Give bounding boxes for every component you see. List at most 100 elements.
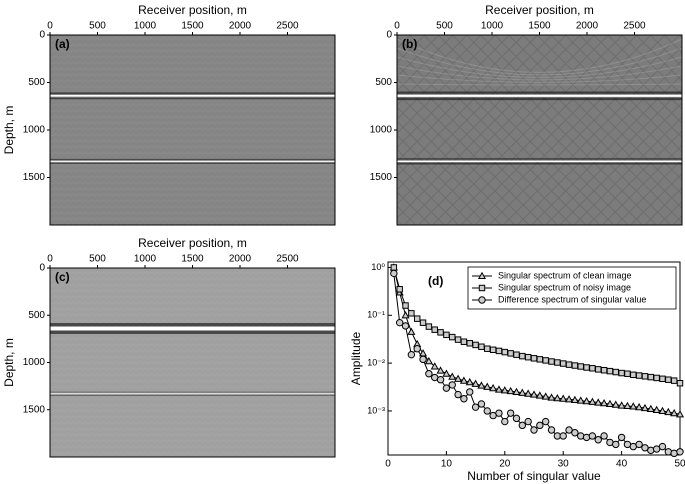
marker	[507, 350, 514, 357]
marker	[635, 440, 643, 449]
marker	[559, 394, 568, 402]
marker	[443, 331, 450, 339]
marker	[606, 367, 614, 375]
marker	[670, 408, 679, 417]
x-tick-label: 500	[89, 254, 106, 265]
marker	[524, 389, 533, 397]
noise-curve	[396, 56, 683, 78]
x-tick-label: 1500	[181, 254, 204, 265]
marker	[494, 385, 504, 393]
marker	[436, 366, 445, 374]
marker	[664, 407, 673, 416]
x-tick-label: 20	[499, 459, 511, 470]
marker	[541, 417, 550, 426]
marker	[448, 381, 456, 389]
marker	[640, 403, 650, 412]
marker	[617, 401, 626, 409]
x-tick-label: 2000	[229, 21, 252, 32]
marker	[454, 374, 463, 382]
marker	[390, 269, 398, 278]
marker	[647, 446, 655, 455]
marker	[401, 322, 410, 330]
y-tick-label: 10⁻³	[367, 405, 385, 415]
marker	[594, 398, 603, 406]
marker	[647, 373, 655, 381]
x-tick-label: 1000	[134, 254, 157, 265]
marker	[583, 364, 590, 371]
marker	[506, 409, 515, 417]
x-tick-label: 0	[385, 459, 391, 470]
marker	[589, 365, 596, 372]
marker	[419, 355, 427, 364]
legend-marker	[477, 271, 487, 280]
marker	[553, 393, 562, 402]
marker	[605, 399, 614, 408]
marker	[513, 351, 520, 358]
marker	[600, 399, 609, 407]
marker	[554, 359, 561, 366]
marker	[401, 311, 410, 319]
marker	[535, 391, 544, 399]
x-axis-title: Number of singular value	[467, 469, 601, 483]
marker	[489, 346, 497, 354]
marker	[478, 343, 485, 350]
marker	[442, 384, 451, 392]
x-tick-label: 2500	[276, 254, 299, 265]
marker	[629, 402, 638, 410]
x-axis-title: Receiver position, m	[485, 3, 594, 17]
marker	[454, 336, 462, 343]
y-tick-label: 500	[28, 310, 45, 321]
marker	[454, 390, 462, 399]
x-axis-title: Receiver position, m	[138, 236, 247, 250]
marker	[459, 376, 468, 384]
marker	[658, 442, 667, 451]
marker	[600, 367, 608, 374]
image-texture	[50, 268, 335, 457]
noise-curve	[396, 83, 683, 86]
marker	[612, 368, 619, 376]
y-tick-label: 10⁻¹	[367, 310, 385, 320]
marker	[437, 329, 444, 336]
marker	[548, 358, 555, 365]
marker	[618, 369, 625, 377]
marker	[390, 264, 398, 271]
image-texture	[397, 35, 682, 225]
marker	[407, 327, 416, 335]
marker	[495, 409, 503, 417]
panel-label: (a)	[55, 37, 70, 51]
marker	[559, 360, 567, 367]
marker	[449, 333, 456, 341]
marker	[471, 403, 480, 411]
marker	[571, 362, 579, 369]
marker	[577, 363, 584, 370]
marker	[396, 286, 403, 293]
marker	[512, 414, 521, 423]
y-axis-title: Amplitude	[349, 332, 363, 386]
marker	[611, 400, 620, 408]
marker	[582, 396, 591, 405]
marker	[635, 372, 643, 379]
marker	[484, 345, 491, 352]
x-tick-label: 1000	[481, 21, 504, 32]
marker	[565, 426, 573, 434]
marker	[524, 353, 532, 361]
marker	[430, 362, 439, 370]
marker	[477, 381, 486, 389]
marker	[676, 448, 684, 456]
marker	[595, 366, 602, 373]
marker	[658, 406, 667, 415]
noise-curve	[396, 74, 683, 83]
marker	[530, 426, 538, 434]
marker	[495, 347, 503, 355]
marker	[670, 377, 678, 384]
noise-curve	[396, 65, 683, 81]
marker	[506, 386, 515, 395]
x-tick-label: 2500	[276, 21, 299, 32]
marker	[570, 395, 579, 403]
marker	[653, 374, 660, 382]
marker	[536, 356, 544, 363]
x-tick-label: 0	[47, 21, 53, 32]
marker	[641, 373, 649, 380]
y-tick-label: 1500	[23, 172, 46, 183]
